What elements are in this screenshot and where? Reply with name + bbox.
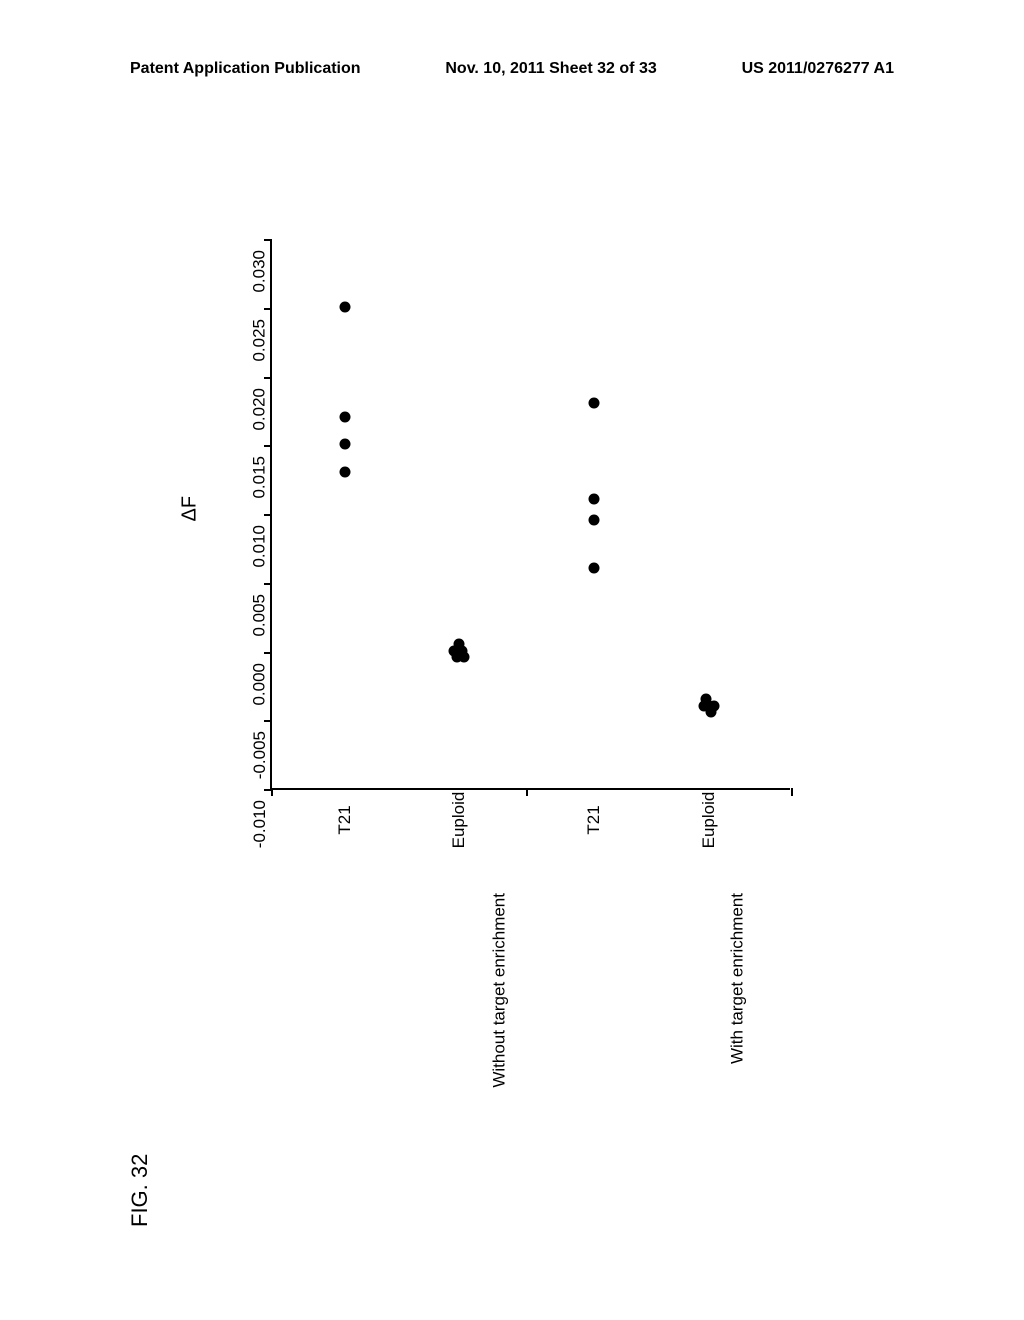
y-tick — [264, 652, 272, 654]
y-tick-label: 0.000 — [250, 663, 270, 706]
y-tick — [264, 308, 272, 310]
y-tick-label: 0.005 — [250, 594, 270, 637]
scatter-chart: ΔF -0.010-0.0050.0000.0050.0100.0150.020… — [190, 230, 810, 870]
x-category-label: T21 — [584, 805, 604, 834]
y-tick — [264, 514, 272, 516]
data-point — [339, 411, 350, 422]
y-tick-label: -0.010 — [250, 800, 270, 848]
page-header: Patent Application Publication Nov. 10, … — [0, 60, 1024, 78]
data-point — [589, 398, 600, 409]
y-tick — [264, 445, 272, 447]
y-tick — [264, 377, 272, 379]
figure-caption: FIG. 32 — [127, 1154, 153, 1227]
data-point — [339, 466, 350, 477]
x-category-label: Euploid — [699, 792, 719, 849]
header-right: US 2011/0276277 A1 — [742, 60, 894, 78]
header-left: Patent Application Publication — [130, 60, 361, 78]
x-category-label: Euploid — [449, 792, 469, 849]
y-axis-label: ΔF — [179, 496, 202, 522]
x-group-label: With target enrichment — [727, 893, 747, 1064]
y-tick-label: 0.025 — [250, 319, 270, 362]
y-tick-label: 0.015 — [250, 456, 270, 499]
header-center: Nov. 10, 2011 Sheet 32 of 33 — [445, 60, 656, 78]
x-group-label: Without target enrichment — [489, 893, 509, 1088]
data-point — [589, 514, 600, 525]
x-tick — [526, 788, 528, 796]
data-point — [459, 652, 470, 663]
data-point — [709, 700, 720, 711]
data-point — [339, 439, 350, 450]
data-point — [339, 301, 350, 312]
y-tick — [264, 720, 272, 722]
y-tick-label: -0.005 — [250, 731, 270, 779]
x-tick — [271, 788, 273, 796]
x-tick — [791, 788, 793, 796]
data-point — [589, 494, 600, 505]
y-tick-label: 0.020 — [250, 388, 270, 431]
y-tick — [264, 239, 272, 241]
plot-area: -0.010-0.0050.0000.0050.0100.0150.0200.0… — [270, 240, 790, 790]
y-tick-label: 0.010 — [250, 525, 270, 568]
y-tick — [264, 583, 272, 585]
y-tick-label: 0.030 — [250, 250, 270, 293]
x-category-label: T21 — [335, 805, 355, 834]
data-point — [589, 563, 600, 574]
